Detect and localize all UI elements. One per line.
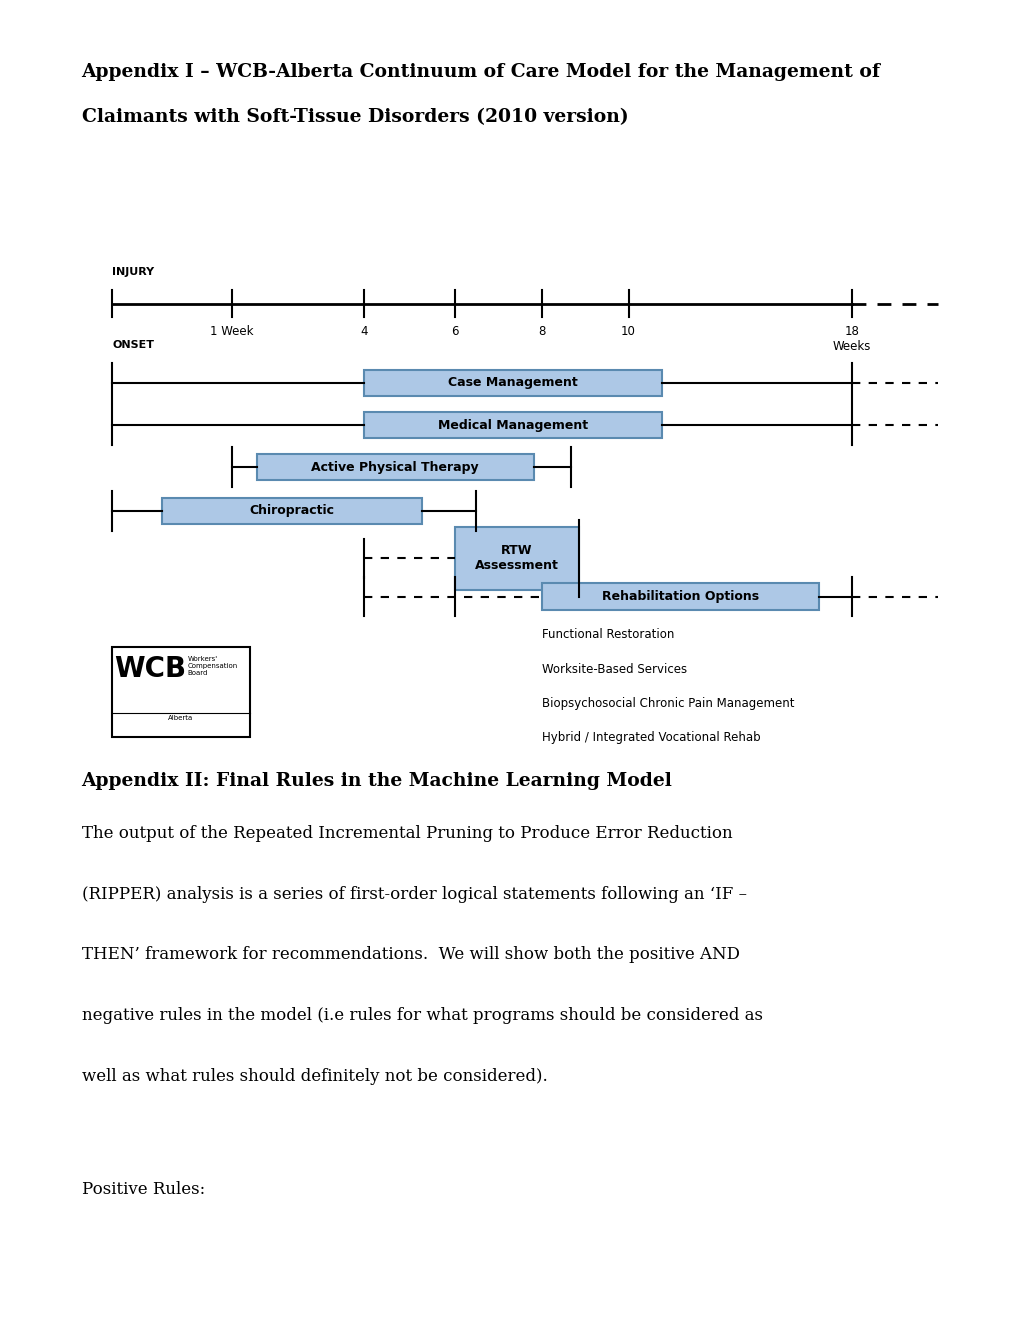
Text: Rehabilitation Options: Rehabilitation Options [601,590,758,603]
Text: negative rules in the model (i.e rules for what programs should be considered as: negative rules in the model (i.e rules f… [82,1007,762,1024]
Text: Hybrid / Integrated Vocational Rehab: Hybrid / Integrated Vocational Rehab [541,731,760,744]
Text: RTW
Assessment: RTW Assessment [475,544,558,573]
Text: Case Management: Case Management [447,376,577,389]
FancyBboxPatch shape [541,583,818,610]
Text: 1 Week: 1 Week [210,325,254,338]
Text: Medical Management: Medical Management [437,418,587,432]
FancyBboxPatch shape [454,527,579,590]
Text: Alberta: Alberta [168,715,194,722]
Text: (RIPPER) analysis is a series of first-order logical statements following an ‘IF: (RIPPER) analysis is a series of first-o… [82,886,746,903]
Text: Worksite-Based Services: Worksite-Based Services [541,663,686,676]
Text: Biopsychosocial Chronic Pain Management: Biopsychosocial Chronic Pain Management [541,697,794,710]
FancyBboxPatch shape [364,370,661,396]
Text: INJURY: INJURY [112,267,154,277]
Text: Functional Restoration: Functional Restoration [541,628,674,642]
Text: Appendix I – WCB-Alberta Continuum of Care Model for the Management of: Appendix I – WCB-Alberta Continuum of Ca… [82,63,879,82]
Text: 6: 6 [450,325,459,338]
Text: 18
Weeks: 18 Weeks [832,325,870,352]
Text: Claimants with Soft-Tissue Disorders (2010 version): Claimants with Soft-Tissue Disorders (20… [82,108,628,127]
FancyBboxPatch shape [257,454,533,480]
Text: Active Physical Therapy: Active Physical Therapy [311,461,479,474]
Text: Workers'
Compensation
Board: Workers' Compensation Board [187,656,237,676]
Text: 4: 4 [360,325,368,338]
Text: Positive Rules:: Positive Rules: [82,1181,205,1199]
Text: THEN’ framework for recommendations.  We will show both the positive AND: THEN’ framework for recommendations. We … [82,946,739,964]
Text: Appendix II: Final Rules in the Machine Learning Model: Appendix II: Final Rules in the Machine … [82,772,672,791]
FancyBboxPatch shape [364,412,661,438]
Text: WCB: WCB [114,655,186,682]
Text: Chiropractic: Chiropractic [250,504,334,517]
Text: 8: 8 [538,325,545,338]
Text: ONSET: ONSET [112,339,154,350]
FancyBboxPatch shape [112,647,250,737]
FancyBboxPatch shape [162,498,422,524]
Text: 10: 10 [621,325,636,338]
Text: The output of the Repeated Incremental Pruning to Produce Error Reduction: The output of the Repeated Incremental P… [82,825,732,842]
Text: well as what rules should definitely not be considered).: well as what rules should definitely not… [82,1068,547,1085]
